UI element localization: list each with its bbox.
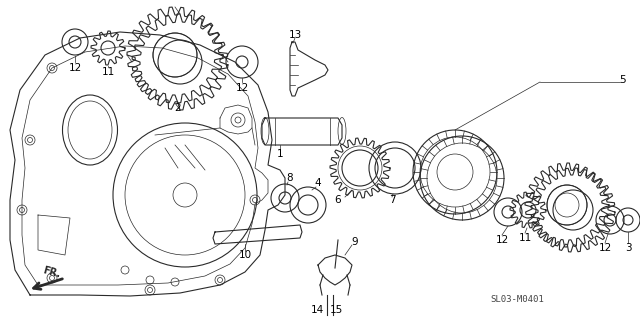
Text: 12: 12 bbox=[68, 63, 82, 73]
Text: 1: 1 bbox=[276, 149, 284, 159]
Text: 9: 9 bbox=[352, 237, 358, 247]
Text: 8: 8 bbox=[287, 173, 293, 183]
Text: 4: 4 bbox=[315, 178, 321, 188]
Text: 2: 2 bbox=[175, 103, 181, 113]
Text: SL03-M0401: SL03-M0401 bbox=[490, 295, 544, 305]
Text: 11: 11 bbox=[101, 67, 115, 77]
Text: 15: 15 bbox=[330, 305, 342, 315]
Text: 5: 5 bbox=[619, 75, 625, 85]
Text: 6: 6 bbox=[335, 195, 341, 205]
Text: 7: 7 bbox=[388, 195, 396, 205]
Text: 11: 11 bbox=[518, 233, 532, 243]
Text: 12: 12 bbox=[495, 235, 509, 245]
Text: 3: 3 bbox=[625, 243, 631, 253]
Text: 12: 12 bbox=[236, 83, 248, 93]
Text: 14: 14 bbox=[310, 305, 324, 315]
Text: 13: 13 bbox=[289, 30, 301, 40]
Text: 10: 10 bbox=[239, 250, 252, 260]
Text: 12: 12 bbox=[598, 243, 612, 253]
Text: FR.: FR. bbox=[42, 265, 62, 279]
